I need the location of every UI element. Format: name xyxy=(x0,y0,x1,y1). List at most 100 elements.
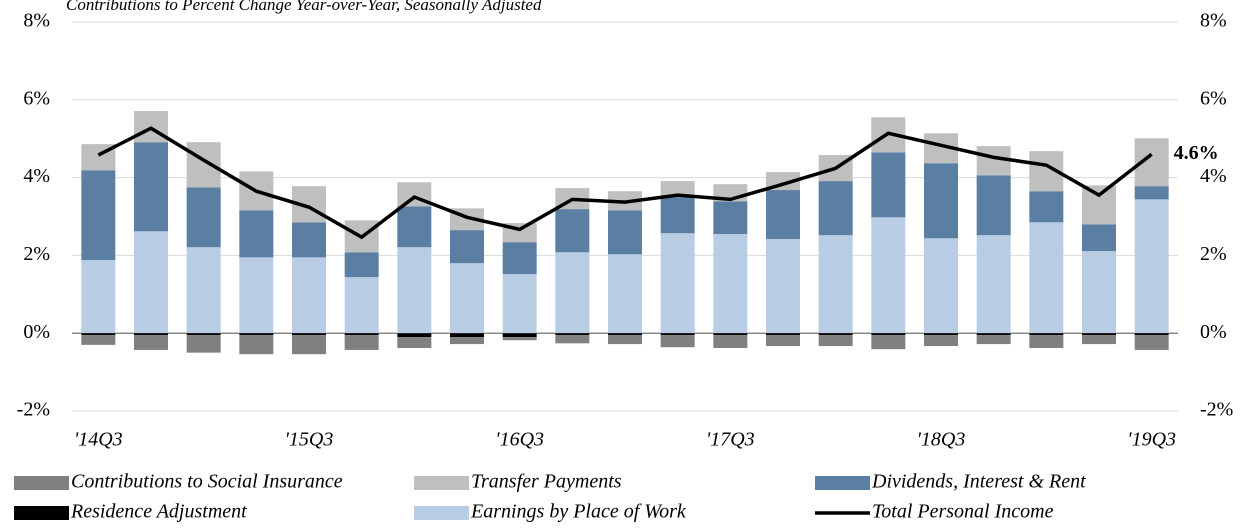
bar-segment xyxy=(766,333,800,336)
bar-segment xyxy=(976,335,1011,345)
bar-segment xyxy=(186,335,221,353)
bar-segment xyxy=(134,231,168,334)
bar-segment xyxy=(555,335,590,344)
bar-segment xyxy=(1134,186,1169,200)
bar-segment xyxy=(397,247,432,334)
bar-segment xyxy=(292,222,326,258)
bar-segment xyxy=(502,242,537,275)
bar-segment xyxy=(608,254,642,334)
bar-segment xyxy=(344,277,379,334)
bar-segment xyxy=(871,335,906,350)
bar-segment xyxy=(186,187,221,248)
bar-segment xyxy=(976,235,1011,334)
bar-segment xyxy=(660,333,695,336)
bar-segment xyxy=(1134,335,1169,350)
bar-segment xyxy=(186,142,221,188)
bar-segment xyxy=(924,238,958,334)
legend-label: Earnings by Place of Work xyxy=(470,501,687,523)
bar-segment xyxy=(555,333,590,336)
y2-tick-label: 2% xyxy=(1200,243,1227,265)
bar-segment xyxy=(1082,185,1116,225)
x-tick-label: '17Q3 xyxy=(706,429,755,451)
bar-segment xyxy=(1082,335,1116,345)
bar-segment xyxy=(818,181,853,236)
bar-segment xyxy=(660,181,695,198)
bar-segment xyxy=(924,163,958,239)
bar-segment xyxy=(81,260,116,334)
bar-segment xyxy=(450,263,484,334)
y2-tick-label: -2% xyxy=(1200,399,1233,421)
y2-tick-label: 4% xyxy=(1200,165,1227,187)
y2-tick-label: 8% xyxy=(1200,10,1227,32)
legend-label: Total Personal Income xyxy=(872,501,1054,523)
bar-segment xyxy=(1082,333,1116,336)
bar-segment xyxy=(924,333,958,336)
chart-title: Contributions to Percent Change Year-ove… xyxy=(66,0,542,14)
bar-segment xyxy=(1029,333,1064,336)
bar-segment xyxy=(608,335,642,345)
bar-segment xyxy=(1134,333,1169,336)
bar-segment xyxy=(713,201,748,235)
bar-segment xyxy=(134,333,168,336)
bar-segment xyxy=(186,333,221,336)
legend-label: Dividends, Interest & Rent xyxy=(871,471,1086,493)
bar-segment xyxy=(450,230,484,264)
bar-segment xyxy=(397,333,432,338)
bar-segment xyxy=(502,337,537,341)
bar-segment xyxy=(450,337,484,345)
y-tick-label: 2% xyxy=(23,243,50,265)
bar-segment xyxy=(81,333,116,336)
legend-label: Residence Adjustment xyxy=(70,501,247,523)
y2-tick-label: 0% xyxy=(1200,321,1227,343)
bar-segment xyxy=(134,335,168,350)
bar-segment xyxy=(186,247,221,334)
bar-segment xyxy=(344,335,379,350)
bar-segment xyxy=(239,257,274,334)
bar-segment xyxy=(1029,335,1064,348)
bar-segment xyxy=(292,257,326,334)
bar-segment xyxy=(871,217,906,334)
bar-segment xyxy=(818,335,853,347)
line xyxy=(97,126,1153,240)
legend-swatch xyxy=(14,506,69,520)
y-tick-label: 6% xyxy=(23,87,50,109)
y-tick-label: 4% xyxy=(23,165,50,187)
legend-swatch xyxy=(14,476,69,490)
bar-segment xyxy=(713,333,748,336)
bar-segment xyxy=(397,337,432,348)
bar-segment xyxy=(766,335,800,347)
bar-segment xyxy=(81,170,116,261)
bar-segment xyxy=(766,190,800,240)
bar-segment xyxy=(502,333,537,338)
bar-segment xyxy=(239,333,274,336)
bar-segment xyxy=(292,333,326,336)
y-tick-label: 0% xyxy=(23,321,50,343)
bar-segment xyxy=(1082,224,1116,252)
x-tick-label: '19Q3 xyxy=(1127,429,1176,451)
bar-segment xyxy=(239,335,274,355)
bar-segment xyxy=(766,239,800,334)
legend-label: Transfer Payments xyxy=(471,471,622,493)
bar-segment xyxy=(81,335,116,345)
bar-segment xyxy=(608,333,642,336)
x-tick-label: '16Q3 xyxy=(495,429,544,451)
bar-segment xyxy=(344,252,379,278)
legend-swatch xyxy=(414,476,469,490)
bar-segment xyxy=(818,235,853,334)
bar-segment xyxy=(1029,222,1064,334)
x-tick-label: '15Q3 xyxy=(285,429,334,451)
bar-segment xyxy=(292,335,326,355)
bar-segment xyxy=(976,333,1011,336)
bar-segment xyxy=(924,335,958,347)
data-label: 4.6% xyxy=(1174,142,1219,164)
bar-segment xyxy=(660,233,695,334)
y-tick-label: 8% xyxy=(23,10,50,32)
bar-segment xyxy=(1029,191,1064,223)
bar-segment xyxy=(660,197,695,234)
bar-segment xyxy=(555,209,590,253)
bar-segment xyxy=(344,333,379,336)
bar-segment xyxy=(1134,199,1169,334)
bar-segment xyxy=(713,335,748,348)
legend-swatch xyxy=(414,506,469,520)
